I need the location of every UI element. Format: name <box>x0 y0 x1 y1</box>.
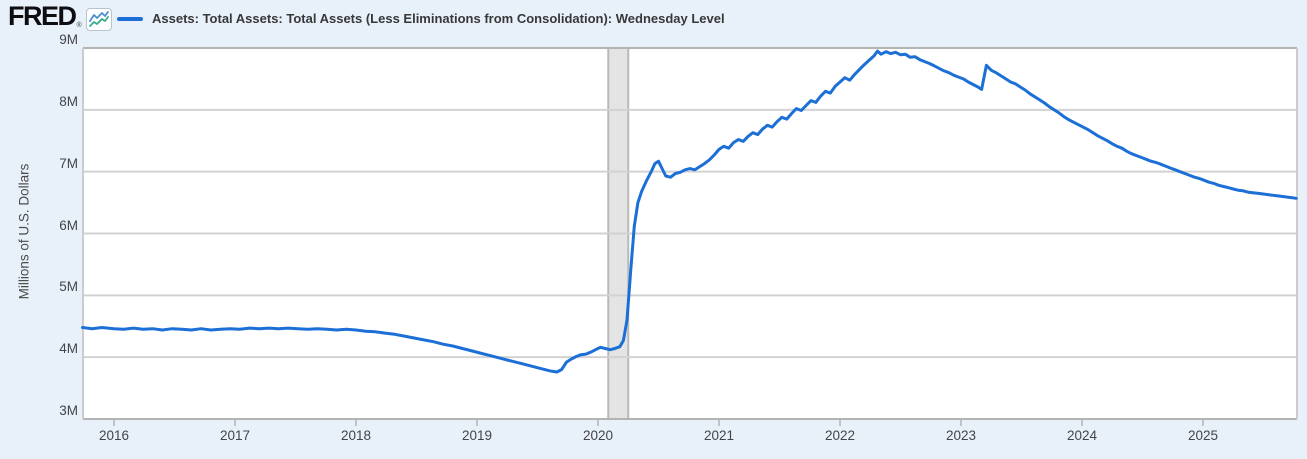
y-tick-label: 9M <box>59 32 78 47</box>
y-tick-label: 7M <box>59 155 78 171</box>
x-tick-label: 2025 <box>1187 428 1219 443</box>
y-tick-label: 6M <box>59 217 78 233</box>
registered-trademark-mark: ® <box>76 22 82 29</box>
x-tick-label: 2020 <box>582 428 614 443</box>
x-tick-label: 2023 <box>945 428 977 443</box>
y-tick-label: 4M <box>59 341 78 357</box>
series-title: Assets: Total Assets: Total Assets (Less… <box>152 11 725 26</box>
x-tick-label: 2017 <box>219 428 251 443</box>
y-tick-label: 8M <box>59 93 78 109</box>
data-line <box>81 49 1298 374</box>
x-tick-label: 2024 <box>1066 428 1098 443</box>
y-tick-label: 3M <box>59 403 78 418</box>
chart-header: FRED ® Assets: Total Assets: Total Asset… <box>0 0 1307 40</box>
x-tick-label: 2022 <box>824 428 856 443</box>
x-tick-label: 2016 <box>98 428 130 443</box>
y-tick-label: 5M <box>59 279 78 295</box>
series-legend: Assets: Total Assets: Total Assets (Less… <box>117 0 725 38</box>
x-tick-label: 2021 <box>703 428 735 443</box>
series-line-swatch <box>117 17 143 21</box>
fred-logo-text: FRED <box>8 1 77 31</box>
x-tick-label: 2019 <box>461 428 493 443</box>
sparkline-chart-icon <box>86 8 112 31</box>
fred-logo[interactable]: FRED ® <box>8 3 82 30</box>
y-axis-title: Millions of U.S. Dollars <box>16 163 32 300</box>
x-tick-label: 2018 <box>340 428 372 443</box>
